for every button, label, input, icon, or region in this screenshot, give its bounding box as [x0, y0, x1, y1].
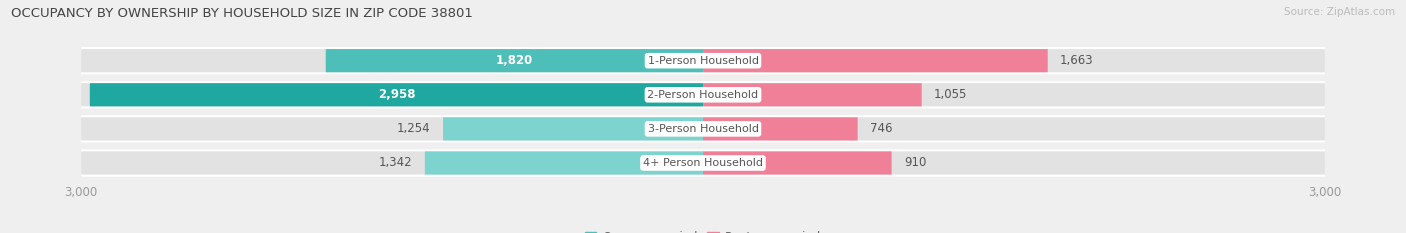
- Text: 1,254: 1,254: [396, 122, 430, 135]
- Text: Source: ZipAtlas.com: Source: ZipAtlas.com: [1284, 7, 1395, 17]
- FancyBboxPatch shape: [82, 83, 703, 106]
- Text: 2-Person Household: 2-Person Household: [647, 90, 759, 100]
- FancyBboxPatch shape: [90, 83, 703, 106]
- FancyBboxPatch shape: [82, 115, 1324, 143]
- Text: 746: 746: [870, 122, 893, 135]
- FancyBboxPatch shape: [443, 117, 703, 140]
- FancyBboxPatch shape: [82, 81, 1324, 108]
- FancyBboxPatch shape: [703, 83, 1324, 106]
- FancyBboxPatch shape: [703, 117, 1324, 140]
- FancyBboxPatch shape: [425, 151, 703, 175]
- Text: 1,820: 1,820: [496, 54, 533, 67]
- FancyBboxPatch shape: [703, 117, 858, 140]
- FancyBboxPatch shape: [703, 49, 1047, 72]
- FancyBboxPatch shape: [82, 117, 703, 140]
- Text: 1-Person Household: 1-Person Household: [648, 56, 758, 66]
- Text: 1,342: 1,342: [378, 157, 412, 169]
- FancyBboxPatch shape: [82, 47, 1324, 74]
- Legend: Owner-occupied, Renter-occupied: Owner-occupied, Renter-occupied: [579, 226, 827, 233]
- Text: OCCUPANCY BY OWNERSHIP BY HOUSEHOLD SIZE IN ZIP CODE 38801: OCCUPANCY BY OWNERSHIP BY HOUSEHOLD SIZE…: [11, 7, 474, 20]
- FancyBboxPatch shape: [326, 49, 703, 72]
- Text: 910: 910: [904, 157, 927, 169]
- FancyBboxPatch shape: [703, 83, 922, 106]
- FancyBboxPatch shape: [703, 49, 1324, 72]
- FancyBboxPatch shape: [703, 151, 891, 175]
- Text: 4+ Person Household: 4+ Person Household: [643, 158, 763, 168]
- Text: 3-Person Household: 3-Person Household: [648, 124, 758, 134]
- FancyBboxPatch shape: [82, 151, 703, 175]
- Text: 1,663: 1,663: [1060, 54, 1094, 67]
- Text: 2,958: 2,958: [378, 88, 415, 101]
- FancyBboxPatch shape: [82, 49, 703, 72]
- Text: 1,055: 1,055: [934, 88, 967, 101]
- FancyBboxPatch shape: [82, 149, 1324, 177]
- FancyBboxPatch shape: [703, 151, 1324, 175]
